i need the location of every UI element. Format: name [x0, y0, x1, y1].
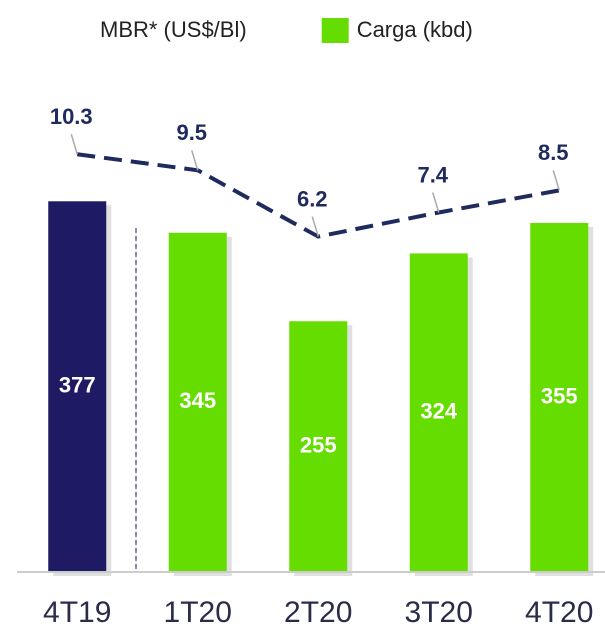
bar-value-label: 345: [179, 388, 216, 413]
line-value-label: 8.5: [538, 140, 569, 165]
leader: [70, 134, 78, 155]
leader: [432, 192, 440, 213]
legend-swatch: [321, 18, 349, 43]
leader: [191, 150, 199, 171]
x-tick-label: 1T20: [164, 596, 232, 629]
bar: [409, 253, 468, 572]
legend-label: MBR* (US$/Bl): [100, 17, 247, 42]
bar-value-label: 355: [541, 383, 578, 408]
x-tick-label: 2T20: [284, 596, 352, 629]
line-value-label: 10.3: [50, 104, 93, 129]
legend-label: Carga (kbd): [357, 17, 473, 42]
bar: [289, 321, 348, 572]
line-value-label: 7.4: [417, 162, 448, 187]
leader: [311, 216, 319, 237]
bar: [48, 201, 107, 573]
x-tick-label: 4T20: [525, 596, 593, 629]
line-value-label: 9.5: [176, 120, 207, 145]
x-tick-label: 4T19: [43, 596, 111, 629]
bar-value-label: 377: [59, 372, 96, 397]
leader: [552, 170, 560, 191]
bar-value-label: 255: [300, 432, 337, 457]
bar-value-label: 324: [420, 399, 457, 424]
bar: [530, 222, 589, 572]
x-tick-label: 3T20: [405, 596, 473, 629]
bar: [168, 232, 227, 572]
line-value-label: 6.2: [297, 186, 328, 211]
